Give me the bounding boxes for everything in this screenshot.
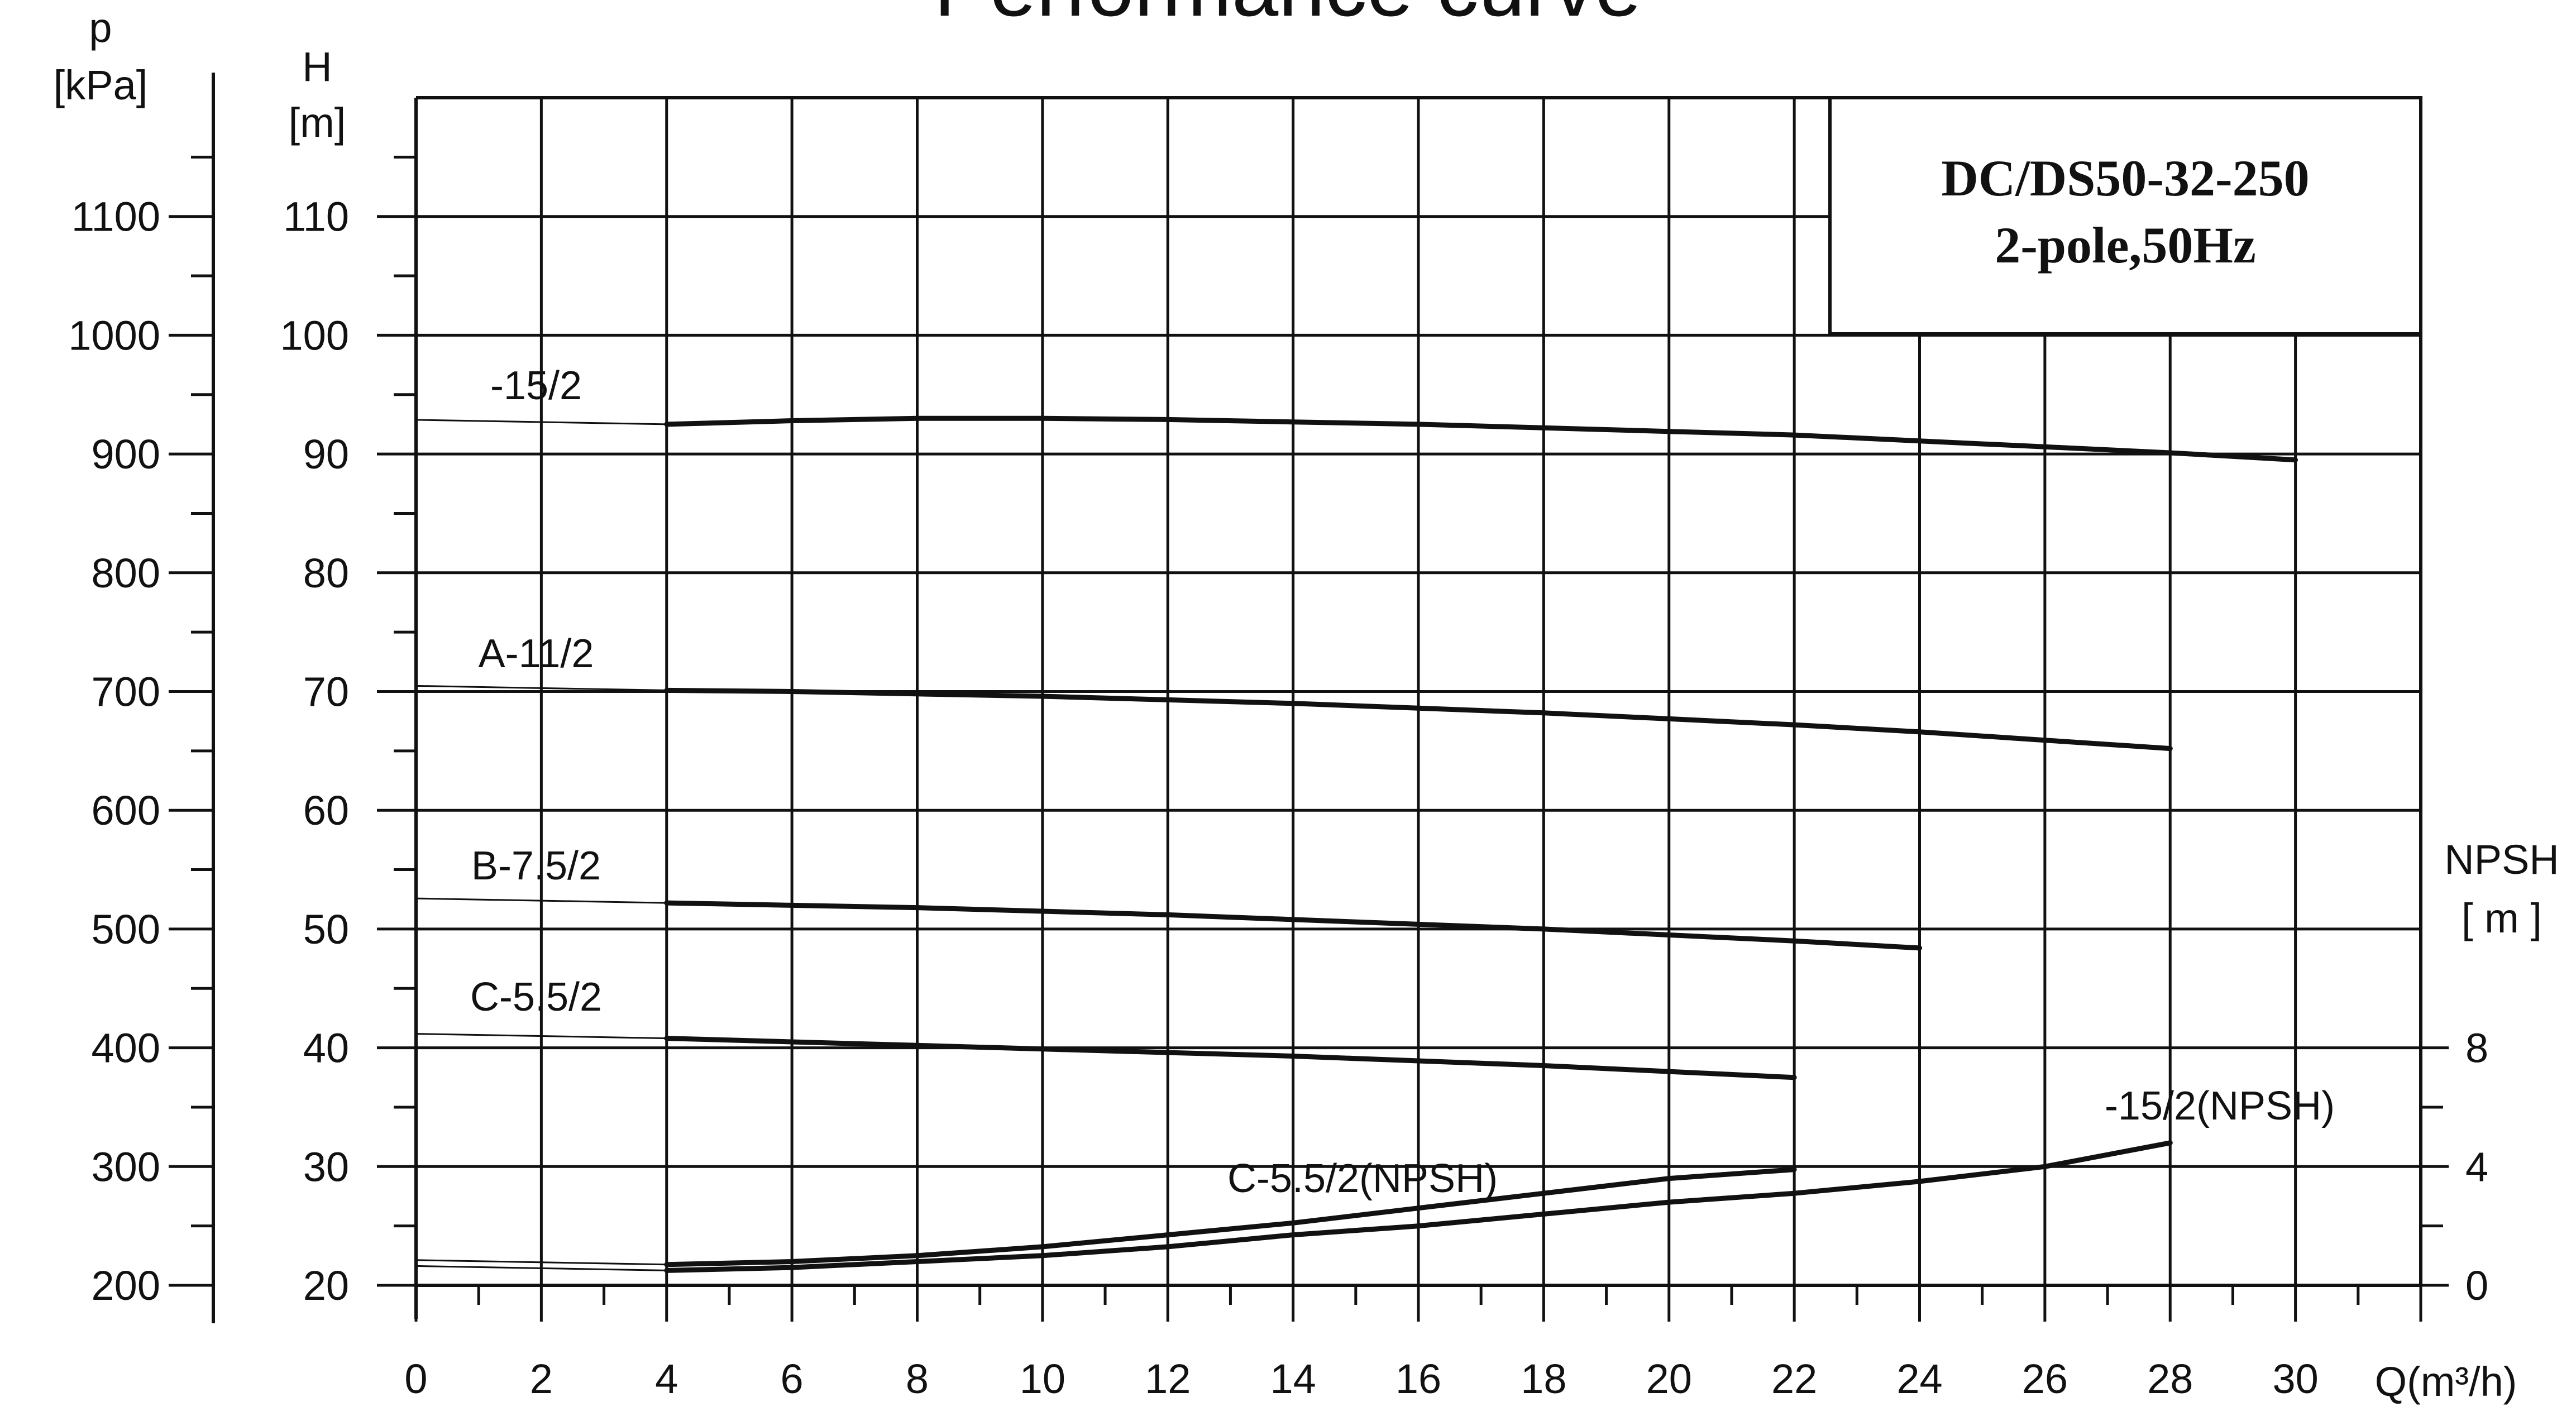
flow-tick-label: 12 (1145, 1356, 1191, 1402)
npsh-tick-label: 4 (2465, 1144, 2488, 1190)
flow-tick-label: 24 (1896, 1356, 1942, 1402)
curve-C-5.5/2(NPSH) (664, 1167, 1797, 1267)
curve--15/2(NPSH) (664, 1140, 2173, 1273)
curve-A-11/2 (664, 687, 2173, 752)
flow-tick-label: 22 (1771, 1356, 1817, 1402)
head-tick-label: 20 (303, 1262, 349, 1309)
curve-leader-C-5.5/2(NPSH) (415, 1259, 667, 1266)
curve-leader--15/2 (415, 419, 667, 425)
flow-tick-label: 6 (781, 1356, 804, 1402)
flow-tick-label: 16 (1395, 1356, 1441, 1402)
pressure-axis-title: p [kPa] (54, 4, 148, 108)
head-tick-label: 30 (303, 1144, 349, 1190)
head-tick-label: 90 (303, 431, 349, 477)
flow-axis-title: Q(m³/h) (2375, 1358, 2517, 1405)
curve-C-5.5/2 (664, 1036, 1797, 1080)
head-tick-label: 100 (280, 312, 349, 358)
head-tick-label: 40 (303, 1025, 349, 1071)
head-tick-label: 50 (303, 906, 349, 953)
npsh-tick-label: 0 (2465, 1262, 2488, 1309)
curve--15/2 (664, 415, 2298, 463)
curve-label-A-11/2: A-11/2 (479, 631, 594, 676)
head-axis-title-line1: H (302, 44, 332, 90)
pressure-tick-label: 500 (92, 906, 160, 953)
info-model: DC/DS50-32-250 (1941, 150, 2309, 207)
npsh-axis-title-line2: [ m ] (2462, 895, 2542, 941)
npsh-axis-title: NPSH [ m ] (2444, 836, 2559, 941)
curve-label-B-7.5/2: B-7.5/2 (471, 844, 601, 888)
pressure-tick-label: 400 (92, 1025, 160, 1071)
pressure-axis-title-line2: [kPa] (54, 62, 148, 108)
flow-tick-label: 20 (1646, 1356, 1692, 1402)
curve-leader--15/2(NPSH) (415, 1265, 667, 1271)
head-axis-title-line2: [m] (289, 99, 346, 146)
curve-label-C-5.5/2(NPSH): C-5.5/2(NPSH) (1227, 1156, 1498, 1201)
curve-B-7.5/2 (664, 900, 1922, 951)
tick-labels: 2030405060708090100110200300400500600700… (68, 194, 2488, 1402)
flow-tick-label: 0 (404, 1356, 427, 1402)
curve-label--15/2(NPSH): -15/2(NPSH) (2105, 1084, 2335, 1128)
chart-title: Performance curve (934, 0, 1641, 34)
info-spec: 2-pole,50Hz (1995, 217, 2256, 274)
head-axis-title: H [m] (289, 44, 346, 146)
npsh-axis-title-line1: NPSH (2444, 836, 2559, 883)
curve-leader-C-5.5/2 (415, 1033, 667, 1040)
flow-tick-label: 4 (655, 1356, 678, 1402)
pressure-tick-label: 1100 (71, 194, 160, 240)
flow-tick-label: 18 (1521, 1356, 1566, 1402)
pressure-tick-label: 300 (92, 1144, 160, 1190)
flow-tick-label: 10 (1020, 1356, 1065, 1402)
flow-tick-label: 30 (2272, 1356, 2318, 1402)
pressure-tick-label: 700 (92, 669, 160, 715)
head-tick-label: 110 (283, 194, 349, 240)
npsh-tick-label: 8 (2465, 1025, 2488, 1071)
flow-tick-label: 14 (1270, 1356, 1316, 1402)
head-tick-label: 80 (303, 550, 349, 596)
pressure-tick-label: 1000 (68, 312, 160, 358)
head-tick-label: 60 (303, 787, 349, 834)
curve-labels: -15/2 A-11/2 B-7.5/2 C-5.5/2 C-5.5/2(NPSH) -1… (470, 363, 2335, 1201)
curve-leader-A-11/2 (415, 685, 667, 691)
curve-label--15/2: -15/2 (490, 363, 582, 408)
info-box: DC/DS50-32-250 2-pole,50Hz (1828, 96, 2422, 336)
flow-tick-label: 26 (2022, 1356, 2068, 1402)
curve-leader-B-7.5/2 (415, 897, 667, 904)
pressure-axis-title-line1: p (89, 4, 112, 51)
flow-tick-label: 28 (2147, 1356, 2193, 1402)
pressure-tick-label: 600 (92, 787, 160, 834)
info-box-frame (1828, 96, 2422, 336)
pressure-tick-label: 900 (92, 431, 160, 477)
curves (415, 415, 2298, 1273)
flow-tick-label: 8 (906, 1356, 929, 1402)
curve-label-C-5.5/2: C-5.5/2 (470, 975, 602, 1020)
pressure-tick-label: 800 (92, 550, 160, 596)
ticks (169, 155, 2449, 1322)
pressure-tick-label: 200 (92, 1262, 160, 1309)
head-tick-label: 70 (303, 669, 349, 715)
flow-tick-label: 2 (530, 1356, 553, 1402)
